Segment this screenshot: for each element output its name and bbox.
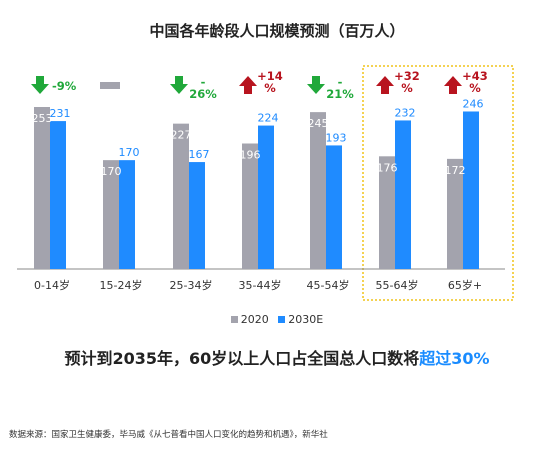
change-label-percent: % xyxy=(264,81,276,95)
category-label: 45-54岁 xyxy=(307,278,350,292)
change-label: -9% xyxy=(52,79,77,93)
legend-label-2030e: 2030E xyxy=(288,313,324,326)
bar-2030e xyxy=(119,160,135,269)
change-label-sign: - xyxy=(201,75,206,89)
change-label: +14% xyxy=(257,69,283,95)
change-label-value: +14 xyxy=(257,69,283,83)
data-label-2020: 170 xyxy=(101,165,122,178)
up-arrow-icon xyxy=(376,76,394,94)
bar-2020 xyxy=(103,160,119,269)
legend-swatch-2030e xyxy=(278,316,286,323)
data-label-2020: 172 xyxy=(445,164,466,177)
category-label: 55-64岁 xyxy=(376,278,419,292)
data-label-2020: 245 xyxy=(308,117,329,130)
change-label: +32% xyxy=(394,69,420,95)
data-label-2030e: 224 xyxy=(258,112,279,125)
bar-2020 xyxy=(379,156,395,269)
legend-label-2020: 2020 xyxy=(240,313,269,326)
change-label-percent: % xyxy=(401,81,413,95)
change-label: +43% xyxy=(462,69,488,95)
bar-2030e xyxy=(326,145,342,269)
data-label-2030e: 246 xyxy=(463,97,484,110)
legend: 2020 2030E xyxy=(0,313,554,326)
up-arrow-icon xyxy=(239,76,257,94)
bar-2030e xyxy=(395,120,411,269)
data-label-2020: 253 xyxy=(32,112,53,125)
category-label: 0-14岁 xyxy=(34,278,70,292)
category-label: 35-44岁 xyxy=(239,278,282,292)
up-arrow-icon xyxy=(444,76,462,94)
data-label-2030e: 193 xyxy=(326,131,347,144)
legend-item-2020: 2020 xyxy=(230,313,269,326)
change-label-sign: - xyxy=(338,75,343,89)
down-arrow-icon xyxy=(31,76,49,94)
category-label: 65岁+ xyxy=(448,278,482,292)
down-arrow-icon xyxy=(170,76,188,94)
change-label-value: +43 xyxy=(462,69,488,83)
legend-swatch-2020 xyxy=(230,316,238,323)
change-label: -21% xyxy=(326,75,354,101)
headline: 预计到2035年，60岁以上人口占全国总人口数将超过30% xyxy=(0,345,554,369)
flat-indicator xyxy=(100,82,120,89)
category-label: 25-34岁 xyxy=(170,278,213,292)
change-label: -26% xyxy=(189,75,217,101)
down-arrow-icon xyxy=(307,76,325,94)
legend-item-2030e: 2030E xyxy=(278,313,323,326)
change-label-value: 26% xyxy=(189,87,217,101)
data-label-2030e: 231 xyxy=(50,107,71,120)
data-label-2020: 227 xyxy=(171,129,192,142)
headline-text: 预计到2035年，60岁以上人口占全国总人口数将 xyxy=(64,349,420,368)
chart-title: 中国各年龄段人口规模预测（百万人） xyxy=(149,22,405,40)
headline-emphasis: 超过30% xyxy=(419,349,490,368)
data-label-2030e: 232 xyxy=(395,106,416,119)
change-label-value: +32 xyxy=(394,69,420,83)
data-label-2030e: 167 xyxy=(189,148,210,161)
bar-2030e xyxy=(258,125,274,269)
bar-2020 xyxy=(447,158,463,269)
bar-2020 xyxy=(34,107,50,269)
change-label-percent: % xyxy=(469,81,481,95)
source-note: 数据来源：国家卫生健康委，毕马威《从七普看中国人口变化的趋势和机遇》，新华社 xyxy=(9,430,328,440)
bar-2020 xyxy=(310,112,326,269)
bar-2020 xyxy=(173,123,189,269)
bar-2030e xyxy=(50,121,66,269)
data-label-2020: 176 xyxy=(377,161,398,174)
change-label-value: 21% xyxy=(326,87,354,101)
category-label: 15-24岁 xyxy=(100,278,143,292)
bar-2030e xyxy=(463,111,479,270)
bar-2030e xyxy=(189,162,205,269)
data-label-2030e: 170 xyxy=(119,146,140,159)
data-label-2020: 196 xyxy=(240,148,261,161)
bar-2020 xyxy=(242,143,258,269)
